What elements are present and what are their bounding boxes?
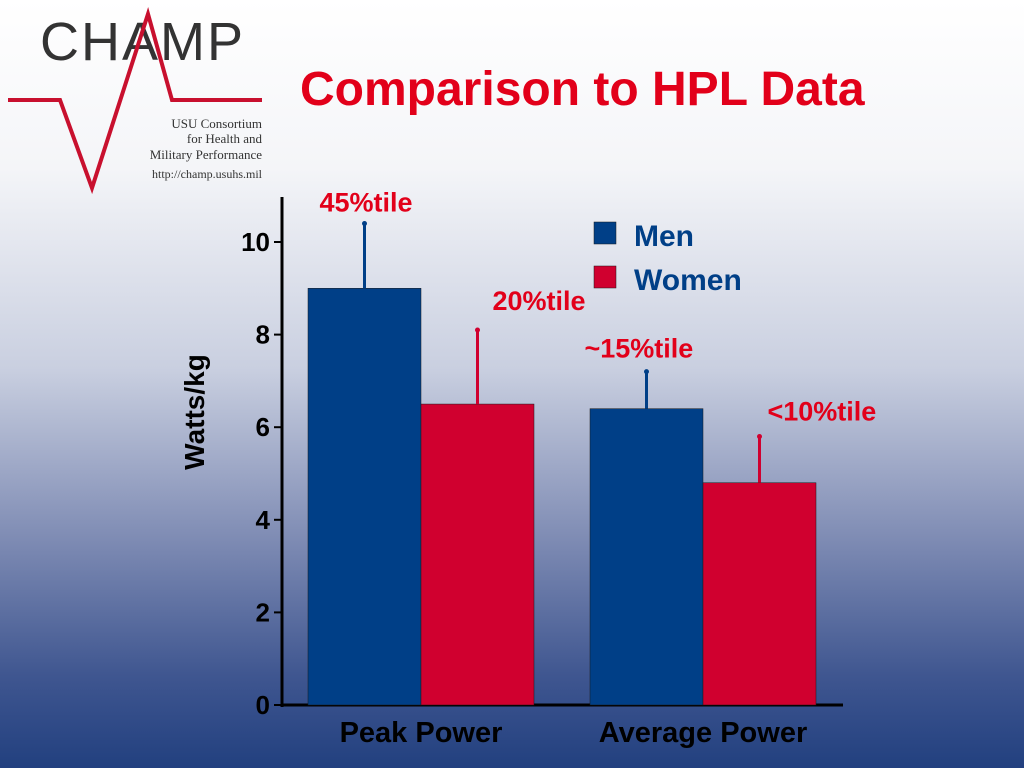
percentile-annotation: 20%tile	[493, 286, 586, 316]
percentile-annotation: ~15%tile	[585, 334, 694, 364]
bar-women-1	[702, 482, 817, 706]
error-bar-cap	[475, 327, 480, 333]
logo-pulse-line	[8, 7, 262, 195]
legend-swatch-men	[593, 221, 617, 245]
champ-logo: CHAMP USU Consortium for Health and Mili…	[8, 7, 263, 195]
legend-swatch-women	[593, 265, 617, 289]
x-category-label: Average Power	[599, 717, 807, 749]
logo-line2: for Health and	[187, 131, 263, 146]
logo-line3: Military Performance	[150, 147, 262, 162]
y-tick-label: 2	[256, 597, 270, 627]
x-category-label: Peak Power	[340, 717, 503, 749]
slide-title: Comparison to HPL Data	[300, 63, 865, 116]
error-bar-cap	[757, 433, 762, 439]
y-tick-label: 6	[256, 412, 270, 442]
legend-label-women: Women	[634, 264, 742, 297]
logo-line1: USU Consortium	[171, 116, 262, 131]
logo-wordmark: CHAMP	[40, 12, 245, 72]
y-axis-label: Watts/kg	[179, 354, 210, 470]
logo-url: http://champ.usuhs.mil	[152, 167, 263, 181]
bar-men-0	[307, 288, 422, 706]
bar-men-1	[589, 408, 704, 706]
percentile-annotation: 45%tile	[320, 187, 413, 217]
error-bar-cap	[362, 220, 367, 226]
y-tick-label: 4	[256, 505, 271, 535]
error-bar-cap	[644, 369, 649, 375]
percentile-annotation: <10%tile	[768, 396, 877, 426]
legend-label-men: Men	[634, 220, 694, 253]
bar-women-0	[420, 403, 535, 706]
y-tick-label: 10	[241, 227, 270, 257]
y-tick-label: 8	[256, 320, 270, 350]
y-tick-label: 0	[256, 690, 270, 720]
